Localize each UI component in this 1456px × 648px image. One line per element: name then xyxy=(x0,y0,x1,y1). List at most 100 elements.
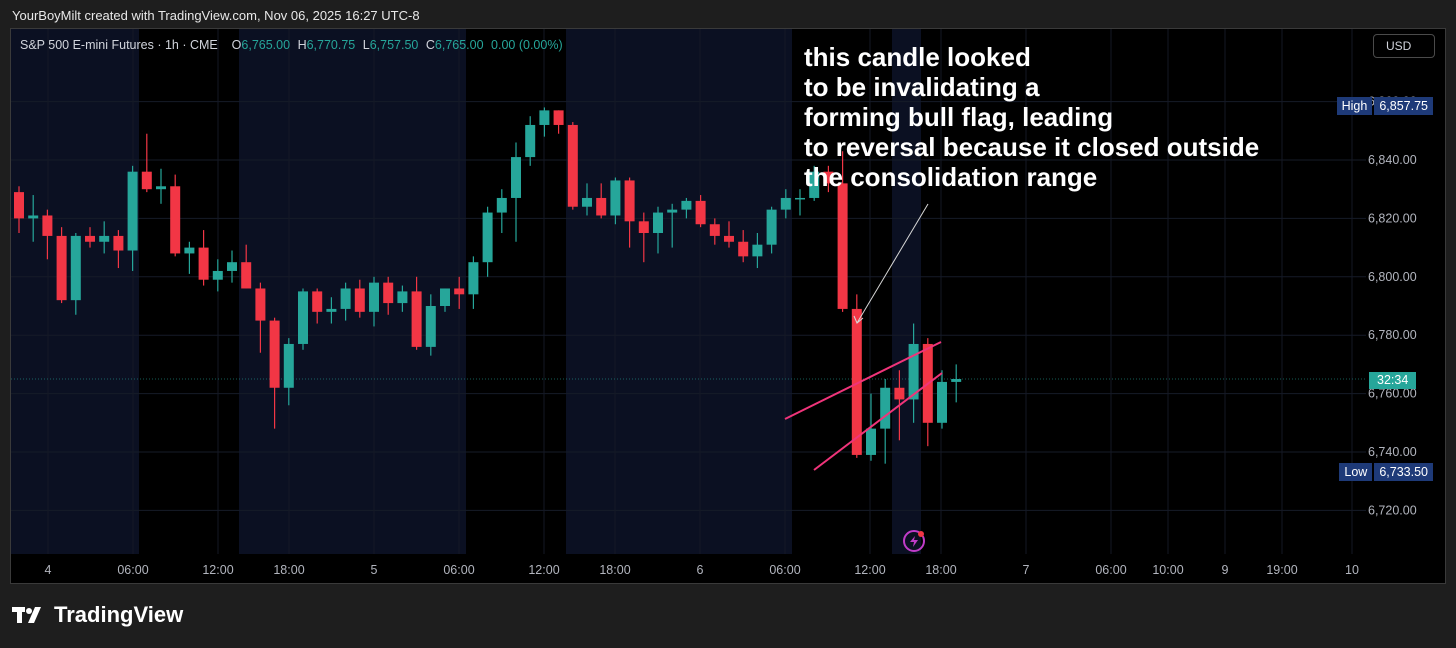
session-band xyxy=(566,29,792,554)
candle-body-up xyxy=(539,110,550,125)
price-tick-label: 6,760.00 xyxy=(1368,387,1417,401)
candle-body-up xyxy=(610,180,621,216)
price-tick-label: 6,780.00 xyxy=(1368,328,1417,342)
price-tick-label: 6,800.00 xyxy=(1368,270,1417,284)
time-tick-label: 7 xyxy=(1023,563,1030,577)
close-label: C xyxy=(425,38,435,52)
price-tick-label: 6,840.00 xyxy=(1368,153,1417,167)
session-bands xyxy=(11,29,921,554)
high-price-tag: High 6,857.75 xyxy=(1336,97,1433,115)
session-band xyxy=(892,29,921,554)
candle-body-down xyxy=(241,262,252,289)
chart-panel[interactable]: 6,720.00 6,740.00 6,760.00 6,780.00 6,800.00… xyxy=(10,28,1446,584)
candle-body-down xyxy=(312,291,323,312)
price-tick-label: 6,720.00 xyxy=(1368,503,1417,517)
candle-body-down xyxy=(411,291,422,347)
open-value: 6,765.00 xyxy=(241,38,291,52)
time-tick-label: 06:00 xyxy=(117,563,148,577)
candle-body-down xyxy=(454,288,465,295)
price-tick-label: 6,740.00 xyxy=(1368,445,1417,459)
candle-body-up xyxy=(880,387,891,429)
candle-body-up xyxy=(780,197,791,210)
price-axis: 6,720.00 6,740.00 6,760.00 6,780.00 6,800.00… xyxy=(1368,95,1417,518)
candle-body-up xyxy=(511,157,521,198)
annotation-text[interactable]: this candle looked to be invalidating a … xyxy=(804,42,1260,192)
candle-body-up xyxy=(127,171,138,251)
candle-body-up xyxy=(809,171,820,198)
chart-caption: YourBoyMilt created with TradingView.com… xyxy=(12,8,420,23)
symbol-name[interactable]: S&P 500 E-mini Futures · 1h · CME xyxy=(20,38,218,52)
candle-body-down xyxy=(85,235,95,242)
candle-body-up xyxy=(766,209,777,245)
time-tick-label: 18:00 xyxy=(273,563,304,577)
candle-body-down xyxy=(113,235,124,251)
candle-body-up xyxy=(28,215,39,219)
candle-body-down xyxy=(14,192,24,219)
time-tick-label: 12:00 xyxy=(854,563,885,577)
candle-body-up xyxy=(582,197,592,207)
tradingview-logo[interactable]: TradingView xyxy=(12,602,183,628)
candle-body-down xyxy=(354,288,365,312)
candle-body-down xyxy=(42,215,53,236)
open-label: O xyxy=(231,38,242,52)
low-value: 6,757.50 xyxy=(369,38,419,52)
time-tick-label: 12:00 xyxy=(202,563,233,577)
candle-body-down xyxy=(56,235,67,301)
time-tick-label: 18:00 xyxy=(925,563,956,577)
flag-upper-trendline xyxy=(784,341,942,420)
candlestick-chart[interactable]: 6,720.00 6,740.00 6,760.00 6,780.00 6,800.00… xyxy=(11,29,1447,585)
flag-lower-trendline xyxy=(813,372,943,471)
candle-body-down xyxy=(141,171,152,190)
time-tick-label: 18:00 xyxy=(599,563,630,577)
low-tag-label: Low xyxy=(1339,463,1373,481)
candle-body-down xyxy=(198,247,209,280)
candle-body-up xyxy=(752,244,763,257)
time-tick-label: 6 xyxy=(697,563,704,577)
candle-body-up xyxy=(681,200,692,210)
symbol-info[interactable]: S&P 500 E-mini Futures · 1h · CME O6,765… xyxy=(20,38,567,52)
candle-body-up xyxy=(340,288,351,309)
candle-body-up xyxy=(283,343,294,388)
candle-body-down xyxy=(837,183,848,309)
tradingview-logo-icon xyxy=(12,607,41,623)
high-value: 6,770.75 xyxy=(306,38,356,52)
candle-body-up xyxy=(184,247,195,254)
bar-countdown-tag: 32:34 xyxy=(1369,372,1417,389)
candle-body-down xyxy=(695,200,706,225)
candle-body-up xyxy=(156,186,166,190)
candle-body-up xyxy=(70,235,81,301)
candle-body-down xyxy=(269,320,280,388)
candle-body-up xyxy=(227,262,237,271)
high-label: H xyxy=(297,38,307,52)
time-axis: 4 06:00 12:00 18:00 5 06:00 12:00 18:00 6 06:00 12… xyxy=(45,563,1359,577)
candle-body-up xyxy=(795,197,805,200)
candle-body-up xyxy=(482,212,493,263)
candle-body-up xyxy=(908,343,919,400)
candle-body-down xyxy=(851,308,862,455)
candle-body-up xyxy=(866,428,876,455)
candle-body-down xyxy=(567,124,578,207)
time-tick-label: 19:00 xyxy=(1266,563,1297,577)
candle-body-up xyxy=(937,381,947,423)
candle-body-down xyxy=(383,282,394,304)
candle-body-up xyxy=(440,288,450,306)
low-price-tag: Low 6,733.50 xyxy=(1339,463,1433,481)
candle-body-up xyxy=(496,197,507,213)
candle-body-up xyxy=(212,270,223,280)
time-tick-label: 9 xyxy=(1222,563,1229,577)
currency-button[interactable]: USD xyxy=(1373,34,1435,58)
price-tick-label: 6,820.00 xyxy=(1368,211,1417,225)
candle-body-up xyxy=(468,262,479,295)
candle-body-up xyxy=(397,291,408,304)
candle-body-up xyxy=(369,282,379,312)
high-tag-label: High xyxy=(1336,97,1373,115)
candle-body-down xyxy=(553,110,564,125)
candle-body-up xyxy=(653,212,663,233)
flag-trendlines xyxy=(784,341,943,471)
candles xyxy=(14,107,962,464)
candle-body-up xyxy=(667,209,678,213)
time-tick-label: 06:00 xyxy=(769,563,800,577)
alert-icon xyxy=(903,530,925,552)
annotation-arrow-line xyxy=(856,203,929,324)
candle-body-down xyxy=(894,387,905,400)
